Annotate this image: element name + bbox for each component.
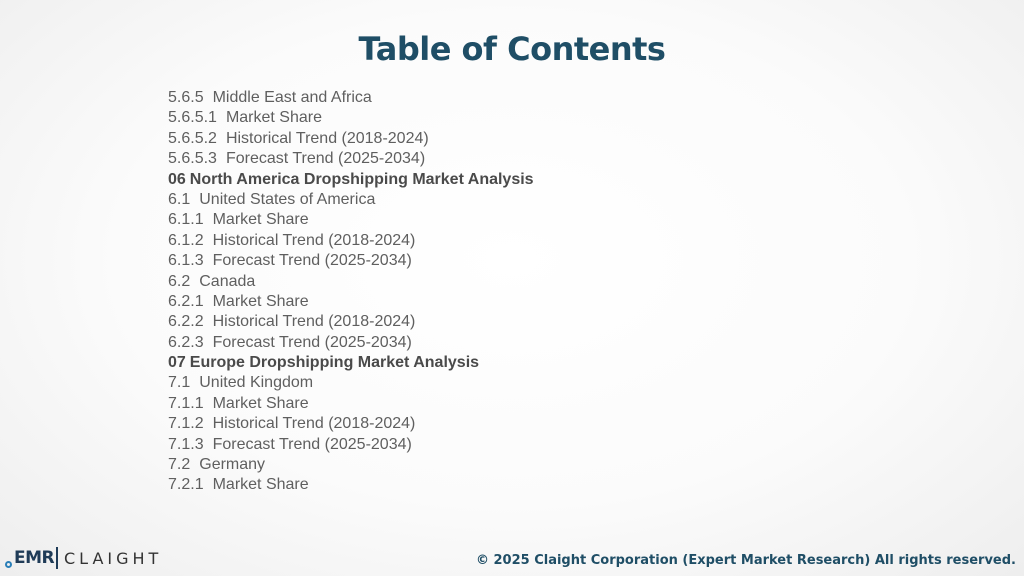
toc-entry: 7.2.1 Market Share — [168, 475, 768, 495]
toc-entry-text: Middle East and Africa — [212, 89, 372, 106]
toc-entry-text: Europe Dropshipping Market Analysis — [189, 354, 480, 372]
logo-claight-text: CLAIGHT — [64, 549, 163, 568]
toc-entry-number: 6.1 — [168, 190, 191, 208]
toc-entry: 7.2 Germany — [168, 455, 768, 475]
toc-entry-number: 7.2.1 — [168, 476, 204, 494]
toc-entry: 6.1.3 Forecast Trend (2025-2034) — [168, 251, 768, 271]
toc-entry: 5.6.5.3 Forecast Trend (2025-2034) — [168, 149, 768, 169]
toc-entry: 6.2.2 Historical Trend (2018-2024) — [168, 312, 768, 332]
toc-entry: 5.6.5.1 Market Share — [168, 108, 768, 128]
toc-entry-number: 7.1.2 — [168, 415, 204, 433]
toc-entry: 6.2.1 Market Share — [168, 292, 768, 312]
toc-entry-number: 06 — [168, 170, 186, 188]
toc-entry-text: United Kingdom — [199, 374, 314, 392]
toc-entry-text: Market Share — [212, 476, 309, 494]
copyright-notice: © 2025 Claight Corporation (Expert Marke… — [475, 553, 1016, 568]
company-logo: EMR CLAIGHT — [4, 545, 164, 573]
toc-entry-number: 6.1.3 — [168, 252, 204, 270]
toc-entry-number: 6.2.3 — [168, 333, 204, 351]
toc-entry-number: 7.1 — [168, 374, 191, 392]
toc-entry: 5.6.5.2 Historical Trend (2018-2024) — [168, 129, 768, 149]
logo-divider — [56, 547, 58, 569]
toc-entry-text: Germany — [199, 456, 266, 474]
toc-entry-number: 5.6.5.1 — [168, 109, 217, 127]
toc-entry-text: Forecast Trend (2025-2034) — [212, 333, 412, 351]
toc-entry-number: 5.6.5.3 — [168, 150, 217, 168]
toc-entry: 7.1.1 Market Share — [168, 394, 768, 414]
toc-entry-number: 5.6.5 — [168, 89, 204, 106]
logo-dot-icon — [5, 561, 12, 568]
toc-entry-text: United States of America — [199, 190, 376, 208]
toc-section-heading: 07 Europe Dropshipping Market Analysis — [168, 353, 768, 373]
toc-entry-text: Forecast Trend (2025-2034) — [225, 150, 426, 168]
toc-entry-text: Forecast Trend (2025-2034) — [212, 435, 412, 453]
toc-entry: 7.1 United Kingdom — [168, 373, 768, 393]
toc-entry-number: 6.2.1 — [168, 292, 204, 310]
toc-entry-number: 6.2 — [168, 272, 191, 290]
toc-entry-text: Historical Trend (2018-2024) — [212, 231, 416, 249]
toc-list: 5.6.5 Middle East and Africa 5.6.5.1 Market… — [168, 88, 768, 496]
toc-entry: 5.6.5 Middle East and Africa — [168, 88, 768, 108]
toc-entry: 6.1.2 Historical Trend (2018-2024) — [168, 231, 768, 251]
toc-entry: 7.1.2 Historical Trend (2018-2024) — [168, 414, 768, 434]
page-title: Table of Contents — [358, 30, 666, 68]
toc-entry-text: Market Share — [212, 394, 309, 412]
toc-entry-number: 7.1.3 — [168, 435, 204, 453]
toc-entry-text: North America Dropshipping Market Analys… — [189, 170, 534, 188]
toc-entry: 6.2 Canada — [168, 272, 768, 292]
toc-entry-number: 7.1.1 — [168, 394, 204, 412]
toc-entry-text: Market Share — [212, 211, 309, 229]
toc-entry-text: Forecast Trend (2025-2034) — [212, 252, 412, 270]
toc-entry-number: 7.2 — [168, 456, 191, 474]
toc-entry-number: 07 — [168, 354, 186, 372]
toc-entry-number: 5.6.5.2 — [168, 129, 217, 147]
toc-entry: 6.1.1 Market Share — [168, 210, 768, 230]
toc-entry-text: Historical Trend (2018-2024) — [225, 129, 429, 147]
toc-entry-text: Historical Trend (2018-2024) — [212, 313, 416, 331]
logo-emr-text: EMR — [14, 548, 55, 568]
toc-entry-text: Canada — [199, 272, 256, 290]
toc-entry-number: 6.1.1 — [168, 211, 204, 229]
toc-entry-number: 6.2.2 — [168, 313, 204, 331]
toc-entry: 6.1 United States of America — [168, 190, 768, 210]
toc-entry-number: 6.1.2 — [168, 231, 204, 249]
toc-entry: 7.1.3 Forecast Trend (2025-2034) — [168, 435, 768, 455]
toc-entry-text: Historical Trend (2018-2024) — [212, 415, 416, 433]
toc-entry-text: Market Share — [212, 292, 309, 310]
toc-entry-text: Market Share — [225, 109, 322, 127]
toc-section-heading: 06 North America Dropshipping Market Anal… — [168, 170, 768, 190]
toc-entry: 6.2.3 Forecast Trend (2025-2034) — [168, 333, 768, 353]
